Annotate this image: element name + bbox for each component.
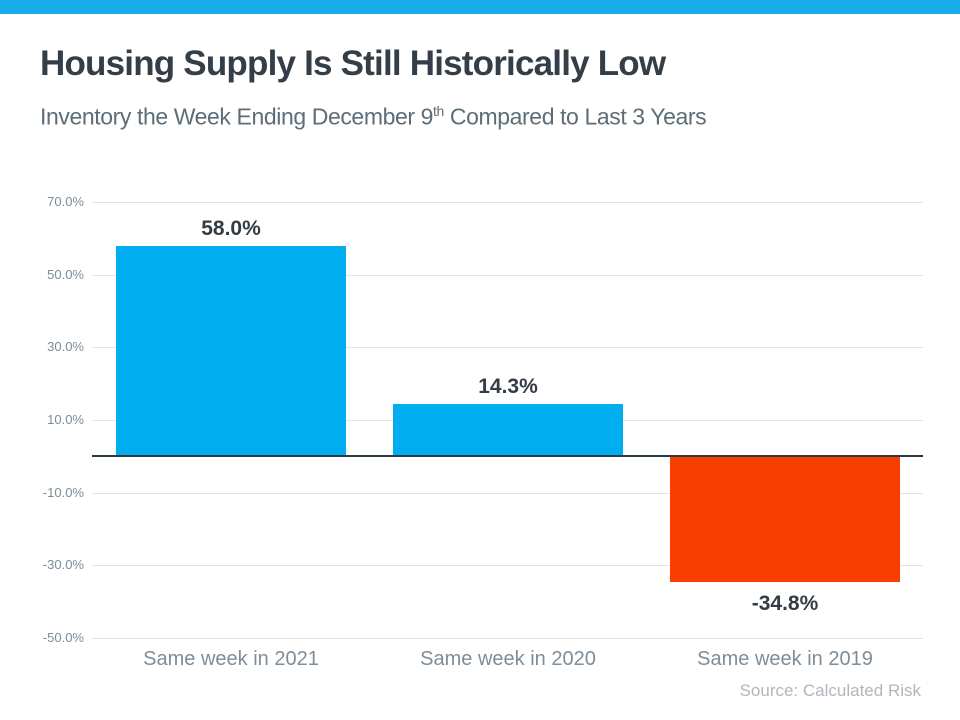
bar [393,404,623,456]
x-tick-label: Same week in 2020 [420,648,596,670]
y-tick-label: 30.0% [47,339,84,354]
y-tick-label: 70.0% [47,194,84,209]
subtitle-text-start: Inventory the Week Ending December 9 [40,103,434,130]
gridline [92,275,923,276]
y-tick-label: 50.0% [47,267,84,282]
x-tick-label: Same week in 2019 [697,648,873,670]
bar-value-label: -34.8% [751,592,819,615]
bar-value-label: 58.0% [201,217,261,240]
y-tick-label: -50.0% [42,630,84,645]
source-attribution: Source: Calculated Risk [739,681,921,700]
zero-axis-line [92,455,923,457]
gridline [92,638,923,639]
subtitle-ordinal-suffix: th [433,103,444,119]
gridline [92,202,923,203]
subtitle-text-end: Compared to Last 3 Years [443,103,707,130]
gridline [92,347,923,348]
y-tick-label: -10.0% [42,485,84,500]
y-tick-label: 10.0% [47,412,84,427]
top-accent-bar [0,0,960,14]
bar-value-label: 14.3% [478,375,538,398]
page-subtitle: Inventory the Week Ending December 9th C… [40,103,920,131]
page-title: Housing Supply Is Still Historically Low [40,44,666,83]
y-tick-label: -30.0% [42,557,84,572]
gridline [92,565,923,566]
x-tick-label: Same week in 2021 [143,648,319,670]
bar [670,456,900,582]
bar [116,246,346,457]
gridline [92,493,923,494]
